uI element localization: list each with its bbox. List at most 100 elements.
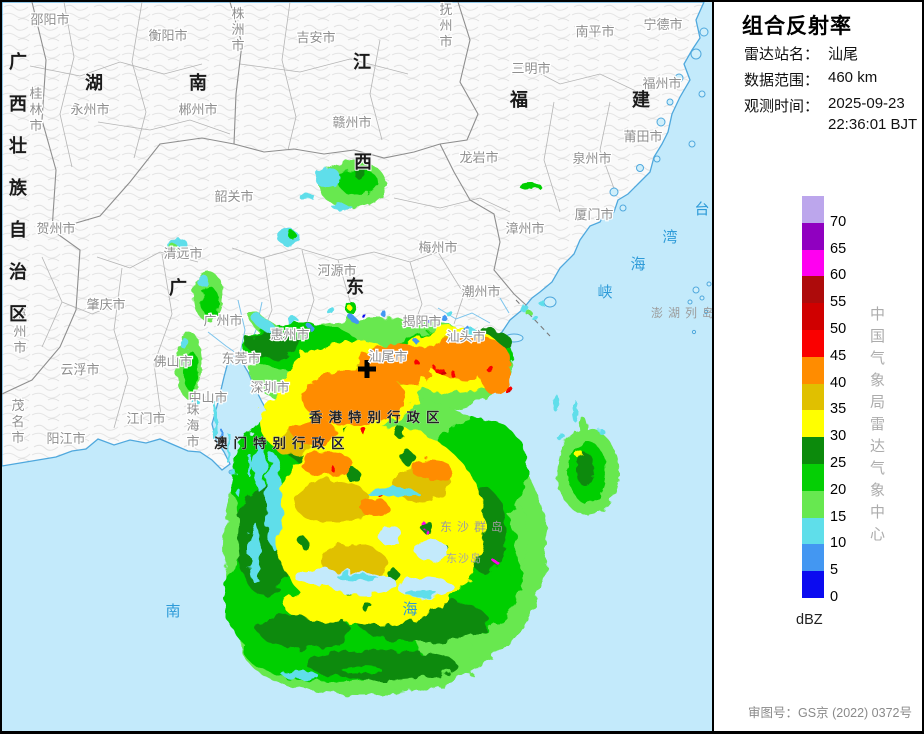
city-label: 林 <box>29 102 42 117</box>
city-label: 漳州市 <box>505 221 544 236</box>
city-label: 中山市 <box>188 390 227 405</box>
city-label: 韶关市 <box>214 189 253 204</box>
province-label: 建 <box>632 89 650 110</box>
city-label: 市 <box>11 430 24 445</box>
city-label: 肇庆市 <box>86 297 125 312</box>
legend-tick: 0 <box>830 589 839 605</box>
legend-band-50 <box>802 303 824 330</box>
legend-tick: 45 <box>830 347 847 364</box>
legend-band-30 <box>802 410 824 438</box>
city-label: 桂 <box>29 86 42 101</box>
province-label: 南 <box>189 72 207 93</box>
city-label: 龙岩市 <box>459 150 498 165</box>
legend-band-25 <box>802 437 824 464</box>
sar-label: 香港特别行政区 <box>308 409 446 425</box>
obs-time: 22:36:01 BJT <box>828 116 918 133</box>
province-label: 西 <box>354 152 372 172</box>
city-label: 茂 <box>11 398 24 413</box>
city-label: 莆田市 <box>623 129 662 144</box>
station-row: 雷达站名： 汕尾 <box>744 43 858 64</box>
legend-tick: 70 <box>830 213 847 230</box>
legend-band-70 <box>802 196 824 223</box>
legend-band-20 <box>802 463 824 491</box>
sea-name-label: 海 <box>402 601 417 618</box>
city-label: 州 <box>439 18 452 33</box>
city-label: 泉州市 <box>572 151 611 166</box>
radar-echo-satellites <box>168 160 619 679</box>
legend-band-45 <box>802 329 824 357</box>
sea-name-label: 台 <box>694 201 709 218</box>
province-label: 广 <box>9 51 27 72</box>
watermark-char: 局 <box>870 394 886 411</box>
city-label: 名 <box>11 414 24 429</box>
legend-tick: 35 <box>830 401 847 418</box>
province-label: 东 <box>346 276 364 297</box>
city-label: 郴州市 <box>178 102 217 117</box>
range-row: 数据范围： 460 km <box>744 69 877 90</box>
map-area: 邵阳市 衡阳市 吉安市株洲市抚州市桂林市永州市 郴州市 赣州市 南平市 宁德市 三明市 福州市莆… <box>2 2 714 731</box>
sea-name-label: 湾 <box>662 229 677 246</box>
legend-unit: dBZ <box>796 612 823 628</box>
city-label: 揭阳市 <box>402 314 441 329</box>
watermark-char: 气 <box>870 350 886 367</box>
watermark-char: 气 <box>870 460 886 477</box>
legend-tick: 15 <box>830 508 847 525</box>
province-label: 治 <box>9 261 27 282</box>
watermark-char: 象 <box>870 482 886 499</box>
province-labels: 湖南江西福 建广 东广西壮族自治区 <box>8 50 651 325</box>
sea-name-label: 南 <box>165 603 180 620</box>
legend-tick: 10 <box>830 535 847 552</box>
watermark-char: 达 <box>870 438 886 455</box>
watermark-char: 象 <box>870 372 886 389</box>
city-label: 东莞市 <box>221 351 260 366</box>
info-panel: 组合反射率 雷达站名： 汕尾 数据范围： 460 km 观测时间： 2025-0… <box>714 2 922 731</box>
city-label: 市 <box>186 434 199 449</box>
city-label: 潮州市 <box>461 284 500 299</box>
map-approval-number: 审图号：GS京 (2022) 0372号 <box>748 706 912 720</box>
watermark-char: 心 <box>870 526 886 543</box>
sea-labels-gray: 澎湖列岛东沙群岛东沙岛 <box>440 305 714 565</box>
time-row: 观测时间： 2025-09-23 <box>744 95 905 116</box>
watermark-vertical: 中国气象局雷达气象中心 <box>870 304 885 546</box>
city-label: 惠州市 <box>270 327 309 342</box>
city-label: 江门市 <box>126 411 165 426</box>
city-label: 海 <box>186 418 199 433</box>
legend-tick: 20 <box>830 481 847 498</box>
legend-tick: 25 <box>830 455 847 471</box>
city-label: 州 <box>13 324 26 339</box>
city-label: 汕尾市 <box>368 349 407 364</box>
legend-band-35 <box>802 383 824 411</box>
sea-labels-blue: 台湾海峡南海 <box>165 201 709 620</box>
city-label: 广州市 <box>203 313 242 328</box>
city-label: 吉安市 <box>296 30 335 45</box>
range-label: 数据范围： <box>744 72 820 89</box>
island-label: 东沙岛 <box>446 551 482 565</box>
legend-tick: 65 <box>830 240 847 257</box>
time-label: 观测时间： <box>744 98 820 115</box>
obs-date: 2025-09-23 <box>828 95 905 112</box>
legend-tick: 60 <box>830 267 847 284</box>
legend-band-10 <box>802 517 824 545</box>
sea-name-label: 海 <box>630 256 645 273</box>
province-label: 壮 <box>9 135 27 156</box>
city-label: 云浮市 <box>60 362 99 377</box>
island-group-label: 东沙群岛 <box>440 519 508 534</box>
watermark-char: 雷 <box>870 416 886 433</box>
city-label: 梧 <box>13 308 26 323</box>
sea-name-label: 峡 <box>597 284 612 301</box>
city-label: 宁德市 <box>643 17 682 32</box>
city-label: 株 <box>231 6 244 21</box>
province-label: 江 <box>353 52 371 72</box>
province-label: 区 <box>9 304 27 324</box>
radar-site-marker <box>358 360 376 378</box>
city-label: 福州市 <box>642 76 681 91</box>
island-group-label: 澎湖列岛 <box>651 305 712 320</box>
city-label: 清远市 <box>163 246 202 261</box>
province-label: 西 <box>9 94 27 114</box>
city-label: 洲 <box>231 22 244 37</box>
legend-band-40 <box>802 356 824 384</box>
city-label: 邵阳市 <box>30 12 69 27</box>
